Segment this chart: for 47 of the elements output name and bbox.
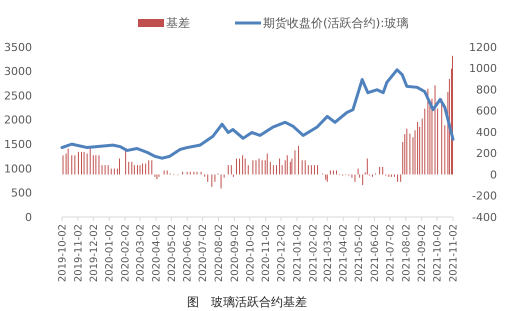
x-tick-label: 2021-11-02 bbox=[448, 224, 460, 282]
y2-tick-label: 1000 bbox=[469, 62, 497, 76]
x-tick-label: 2021-06-02 bbox=[370, 224, 381, 282]
y-tick-label: 2000 bbox=[4, 114, 32, 127]
x-tick-label: 2021-01-02 bbox=[292, 224, 304, 282]
line-series bbox=[60, 68, 454, 160]
y-tick-label: 1000 bbox=[4, 162, 32, 176]
x-tick-label: 2020-09-02 bbox=[230, 224, 241, 282]
x-tick-label: 2021-08-02 bbox=[401, 224, 412, 282]
x-tick-label: 2021-04-02 bbox=[338, 224, 350, 282]
y-tick-label: 0 bbox=[25, 210, 32, 224]
x-tick-label: 2020-05-02 bbox=[166, 224, 178, 282]
x-tick-label: 2021-09-02 bbox=[417, 224, 428, 282]
x-tick-label: 2020-07-02 bbox=[198, 224, 210, 282]
x-tick-label: 2020-12-02 bbox=[276, 224, 288, 282]
x-tick-label: 2021-05-02 bbox=[354, 224, 366, 282]
x-tick-label: 2019-10-02 bbox=[58, 224, 68, 282]
y-tick-label: 500 bbox=[11, 186, 32, 200]
y2-tick-label: -200 bbox=[472, 190, 497, 203]
y2-tick-label: 400 bbox=[476, 126, 497, 139]
x-tick-label: 2021-10-02 bbox=[432, 224, 444, 282]
y2-tick-label: -400 bbox=[472, 210, 497, 224]
x-tick-label: 2021-02-02 bbox=[308, 224, 320, 282]
x-tick-label: 2020-03-02 bbox=[135, 224, 146, 282]
y-tick-label: 3000 bbox=[4, 65, 32, 78]
x-tick-label: 2019-11-02 bbox=[73, 224, 84, 282]
x-tick-label: 2020-08-02 bbox=[214, 224, 226, 282]
x-tick-label: 2021-07-02 bbox=[385, 224, 396, 282]
x-tick-label: 2019-12-02 bbox=[88, 224, 100, 282]
x-tick-label: 2020-04-02 bbox=[151, 224, 162, 282]
x-tick-label: 2020-11-02 bbox=[261, 224, 272, 282]
y2-tick-label: 800 bbox=[476, 83, 497, 96]
x-tick-label: 2020-10-02 bbox=[245, 224, 256, 282]
x-tick-label: 2020-06-02 bbox=[182, 224, 194, 282]
y-tick-label: 3500 bbox=[4, 40, 32, 54]
x-tick-label: 2020-02-02 bbox=[120, 224, 132, 282]
y2-tick-label: 200 bbox=[476, 147, 497, 160]
x-tick-label: 2020-01-02 bbox=[104, 224, 116, 282]
legend-label: 期货收盘价(活跃合约):玻璃 bbox=[263, 16, 408, 30]
y2-tick-label: 1200 bbox=[469, 40, 497, 54]
y2-tick-label: 600 bbox=[476, 104, 497, 118]
y-tick-label: 1500 bbox=[4, 138, 32, 151]
text: 图 玻璃活跃合约基差 bbox=[187, 295, 307, 309]
x-tick-label: 2021-03-02 bbox=[322, 224, 334, 282]
y-tick-label: 2500 bbox=[4, 89, 32, 102]
y2-tick-label: 0 bbox=[490, 168, 497, 182]
legend-label: 基差 bbox=[166, 16, 190, 30]
